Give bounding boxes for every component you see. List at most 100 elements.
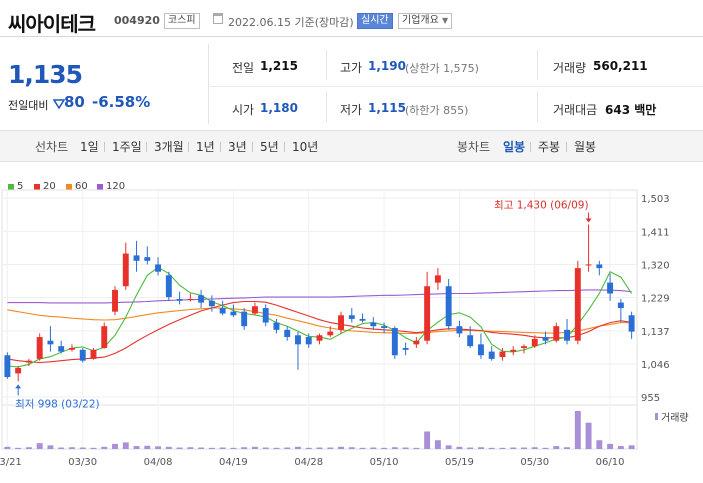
candle-body — [553, 326, 560, 341]
y-tick-label: 955 — [641, 393, 660, 404]
candle-body — [305, 337, 312, 345]
volume-bar — [112, 443, 118, 449]
candle-body — [219, 308, 226, 314]
volume-bar — [585, 422, 592, 449]
high-value: 1,190 — [368, 59, 406, 73]
candle-body — [564, 329, 571, 341]
volume-panel-frame — [1, 404, 638, 450]
candle-body — [25, 360, 32, 363]
tab-5year[interactable]: 5년 — [260, 140, 279, 154]
ma120-line — [7, 289, 632, 304]
volume-bar — [176, 447, 183, 449]
summary-divider — [208, 44, 209, 124]
candle-body — [596, 264, 603, 269]
candle-body — [208, 300, 215, 307]
candle-body — [273, 322, 280, 330]
volume-legend-label: 거래량 — [661, 412, 689, 424]
legend-ma5: 5 — [17, 181, 24, 192]
candle-body — [36, 337, 43, 359]
high-arrow-head — [585, 218, 592, 223]
legend-swatch-ma120 — [97, 184, 103, 190]
tab-3year[interactable]: 3년 — [228, 140, 247, 154]
realtime-button[interactable]: 실시간 — [357, 13, 393, 29]
prev-close-value: 1,215 — [260, 59, 298, 73]
volume-bar — [488, 447, 495, 449]
volume-bar — [219, 447, 226, 449]
company-info-dropdown[interactable]: 기업개요 ▼ — [398, 13, 453, 29]
volume-bar — [413, 447, 420, 449]
volume-bar — [133, 446, 140, 449]
tab-monthly[interactable]: 월봉 — [574, 140, 597, 154]
current-price: 1,135 — [8, 60, 83, 89]
candle-body — [284, 329, 291, 338]
volume-bar — [467, 447, 474, 449]
date-value: 2022.06.15 — [228, 16, 291, 29]
tab-separator — [530, 142, 531, 152]
candle-body — [144, 257, 151, 261]
ma5-line — [7, 266, 633, 368]
stat-divider — [537, 92, 538, 122]
volume-bar — [596, 440, 603, 449]
volume-bar — [327, 447, 334, 449]
volume-bar — [4, 446, 11, 449]
stat-row-divider — [208, 86, 703, 87]
candle-body — [4, 355, 11, 378]
volume-bar — [25, 447, 32, 449]
upper-limit: (상한가 1,575) — [405, 62, 479, 75]
tab-1year[interactable]: 1년 — [196, 140, 215, 154]
stat-divider — [537, 50, 538, 80]
lower-limit: (하한가 855) — [405, 104, 469, 117]
chevron-down-icon: ▼ — [442, 16, 449, 25]
candle-body — [133, 255, 140, 261]
volume-bar — [251, 446, 258, 449]
volume-bar — [391, 447, 398, 449]
candle-body — [47, 340, 54, 345]
high-label: 고가 — [340, 61, 363, 75]
volume-bar — [370, 447, 377, 449]
candle-body — [79, 349, 86, 361]
candle-body — [90, 349, 97, 359]
company-info-label: 기업개요 — [402, 15, 439, 26]
volume-legend-swatch — [655, 413, 658, 420]
volume-bar — [101, 446, 108, 449]
volume-bar — [165, 446, 172, 449]
tab-separator — [252, 142, 253, 152]
tab-separator — [284, 142, 285, 152]
candle-body — [628, 315, 635, 332]
amount-value: 643 백만 — [605, 103, 657, 117]
tab-daily[interactable]: 일봉 — [503, 140, 526, 154]
candle-body — [155, 264, 162, 272]
line-chart-label: 선차트 — [35, 140, 69, 154]
market-badge: 코스피 — [164, 13, 200, 29]
candle-body — [542, 337, 549, 341]
tab-3month[interactable]: 3개월 — [154, 140, 184, 154]
change-label: 전일대비 — [8, 99, 49, 112]
candle-body — [327, 331, 334, 336]
volume-bar — [424, 431, 431, 449]
candle-body — [58, 346, 65, 352]
volume-bar — [295, 446, 301, 449]
candle-body — [68, 347, 75, 350]
candle-body — [230, 311, 237, 316]
low-annotation: 최저 998 (03/22) — [15, 398, 100, 410]
tab-1day[interactable]: 1일 — [80, 140, 99, 154]
tab-10year[interactable]: 10년 — [292, 140, 319, 154]
candle-body — [402, 347, 409, 350]
volume-bar — [241, 447, 248, 449]
tab-1week[interactable]: 1주일 — [112, 140, 142, 154]
candle-body — [381, 326, 388, 329]
x-tick-label: 06/10 — [596, 457, 625, 468]
volume-value: 560,211 — [593, 59, 648, 73]
tab-weekly[interactable]: 주봉 — [538, 140, 561, 154]
volume-bar — [144, 445, 151, 449]
volume-bar — [477, 447, 484, 449]
calendar-icon — [213, 13, 223, 24]
candle-body — [187, 298, 194, 301]
volume-bar — [445, 445, 452, 449]
candle-body — [434, 275, 441, 283]
volume-bar — [564, 447, 571, 449]
legend-ma20: 20 — [43, 181, 56, 192]
candle-body — [112, 289, 118, 312]
down-triangle-icon — [52, 95, 66, 114]
